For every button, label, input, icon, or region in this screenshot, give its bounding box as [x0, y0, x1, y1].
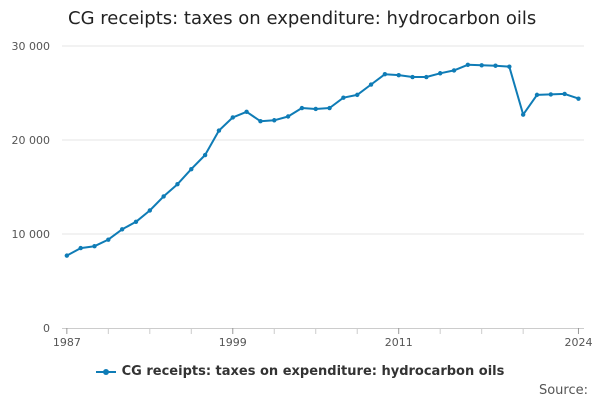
data-point: [133, 219, 139, 224]
chart-title: CG receipts: taxes on expenditure: hydro…: [68, 8, 537, 29]
data-point: [451, 68, 457, 73]
data-point: [534, 92, 540, 98]
series-line: [66, 63, 579, 257]
y-tick-label: 0: [43, 322, 50, 335]
data-point: [396, 72, 401, 78]
y-tick-label: 30 000: [12, 40, 51, 53]
x-tick-label: 2011: [385, 336, 413, 349]
y-tick-label: 20 000: [12, 134, 51, 147]
data-point: [382, 72, 388, 77]
data-point: [78, 245, 83, 251]
data-point: [368, 82, 374, 87]
data-point: [479, 63, 484, 68]
x-tick-label: 1987: [53, 336, 81, 349]
data-point: [424, 74, 429, 80]
data-point: [189, 166, 194, 172]
data-point: [175, 181, 180, 187]
legend-swatch: [95, 366, 116, 378]
data-point: [493, 63, 498, 68]
data-point: [313, 106, 318, 112]
data-point: [299, 105, 305, 111]
data-point: [244, 109, 249, 115]
x-tick-label: 2024: [564, 336, 592, 349]
data-point: [465, 62, 471, 67]
source-label: Source:: [538, 383, 588, 398]
data-point: [576, 96, 581, 101]
legend: CG receipts: taxes on expenditure: hydro…: [0, 364, 600, 379]
data-point: [106, 237, 111, 242]
data-point: [161, 194, 166, 199]
data-point: [258, 119, 263, 124]
data-point: [548, 92, 554, 97]
data-point: [119, 227, 125, 232]
data-point: [410, 74, 415, 80]
data-point: [147, 208, 153, 213]
data-point: [562, 91, 567, 97]
y-tick-label: 10 000: [12, 228, 51, 241]
data-point: [520, 112, 526, 117]
data-point: [230, 115, 235, 120]
series-layer: [64, 62, 581, 258]
data-point: [64, 253, 70, 258]
data-point: [272, 118, 277, 123]
data-point: [202, 152, 208, 158]
data-point: [437, 71, 443, 76]
data-point: [92, 244, 97, 249]
data-point: [327, 105, 332, 111]
data-point: [341, 95, 346, 100]
data-point: [285, 114, 291, 119]
data-point: [355, 92, 360, 98]
gridlines: [62, 45, 584, 235]
x-tick-label: 1999: [219, 336, 247, 349]
data-point: [507, 64, 512, 69]
legend-label: CG receipts: taxes on expenditure: hydro…: [121, 364, 505, 379]
axes: 0 10 000 20 000 30 000 1987 1999 2011 2024: [12, 40, 593, 349]
data-point: [216, 128, 222, 133]
